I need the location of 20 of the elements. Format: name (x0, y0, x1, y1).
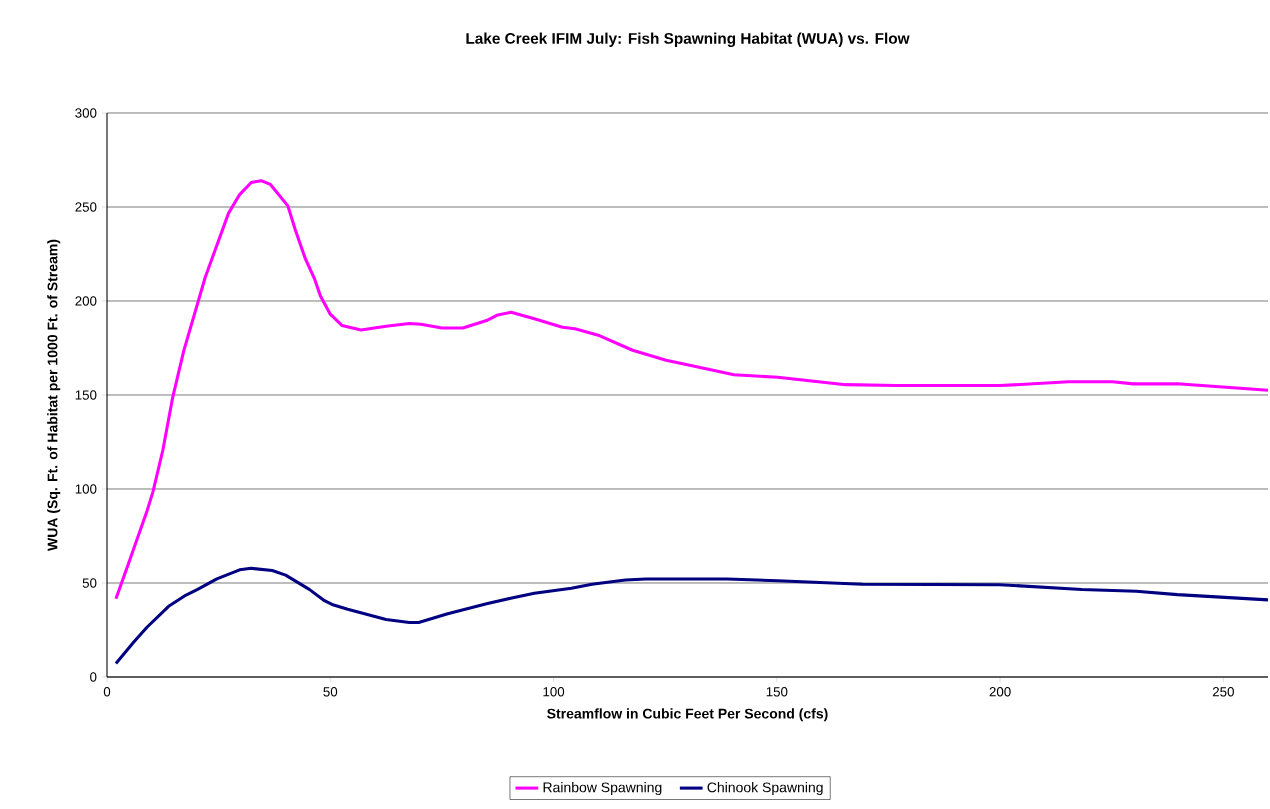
y-tick-label: 200 (75, 296, 97, 306)
y-tick-label: 100 (75, 484, 97, 494)
y-tick-label: 0 (90, 672, 97, 682)
line-series (114, 179, 1269, 601)
y-axis-title: WUA (Sq. Ft. of Habitat per 1000 Ft. of Stream) (47, 239, 61, 551)
chart-title: Lake Creek IFIM July: Fish Spawning Habitat (WUA) vs. Flow (466, 32, 910, 47)
x-tick-label: 100 (543, 687, 565, 697)
x-axis-title: Streamflow in Cubic Feet Per Second (cfs) (547, 708, 828, 722)
y-tick-label: 50 (82, 578, 97, 588)
x-tick-label: 200 (989, 687, 1011, 697)
legend-label: Chinook Spawning (707, 782, 823, 796)
y-tick-label: 250 (75, 202, 97, 212)
x-tick-label: 50 (323, 687, 338, 697)
x-tick-label: 0 (103, 687, 111, 697)
line-series (114, 566, 1269, 665)
legend-label: Rainbow Spawning (543, 782, 662, 796)
x-tick-label: 250 (1212, 687, 1234, 697)
x-tick-label: 150 (766, 687, 788, 697)
y-tick-label: 300 (75, 108, 97, 118)
y-tick-label: 150 (75, 390, 97, 400)
